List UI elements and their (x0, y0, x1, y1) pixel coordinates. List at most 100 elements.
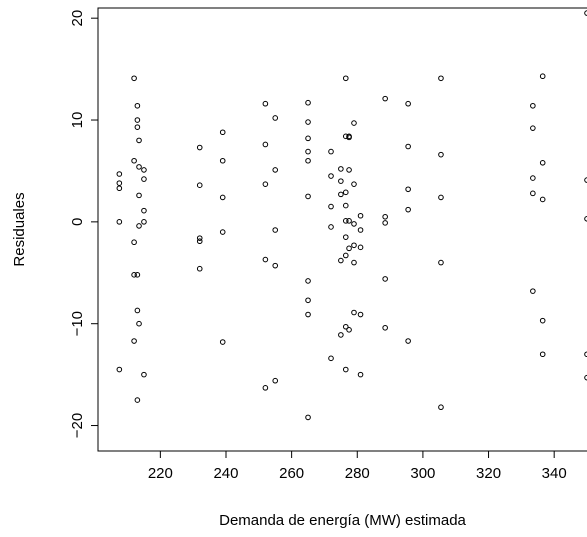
y-tick-label: −20 (69, 413, 86, 438)
data-point (342, 202, 349, 209)
data-point (346, 167, 352, 173)
data-point (342, 133, 349, 140)
data-point (305, 311, 311, 318)
data-point (272, 167, 279, 173)
y-tick-label: 10 (69, 112, 86, 129)
data-point (196, 238, 203, 245)
data-point (346, 327, 352, 333)
data-point (305, 157, 311, 164)
data-point (438, 75, 444, 82)
data-point (141, 371, 147, 378)
data-point (438, 404, 444, 411)
data-point (338, 191, 344, 198)
data-point (328, 355, 334, 362)
data-point (305, 193, 311, 200)
data-point (134, 307, 141, 314)
data-point (342, 75, 349, 82)
data-point (584, 351, 587, 358)
data-point (141, 167, 147, 173)
x-tick-label: 240 (213, 465, 238, 482)
data-point (342, 189, 349, 196)
data-point (328, 148, 334, 155)
data-point (305, 148, 311, 155)
data-point (438, 151, 444, 158)
data-point (262, 256, 269, 263)
data-point (134, 124, 141, 130)
data-point (584, 10, 587, 16)
data-point (328, 203, 334, 210)
data-point (357, 244, 364, 251)
data-point (382, 276, 388, 282)
data-point (346, 134, 352, 141)
data-point (219, 229, 226, 235)
data-point (136, 320, 142, 327)
data-point (262, 100, 269, 107)
data-point (530, 190, 536, 197)
x-tick-label: 320 (476, 465, 501, 482)
data-point (530, 125, 536, 131)
data-points (116, 10, 587, 421)
data-point (305, 297, 311, 304)
data-point (539, 317, 546, 324)
data-point (305, 278, 311, 284)
y-axis-label: Residuales (11, 192, 28, 266)
data-point (530, 102, 536, 109)
data-point (342, 323, 349, 330)
data-point (584, 216, 587, 222)
data-point (134, 102, 141, 109)
data-point (351, 259, 357, 266)
data-point (141, 219, 147, 225)
data-point (405, 206, 411, 213)
data-point (141, 176, 147, 182)
data-point (357, 227, 364, 233)
data-point (131, 239, 137, 246)
data-point (351, 120, 357, 126)
data-point (584, 177, 587, 183)
data-point (438, 259, 444, 266)
data-point (219, 339, 226, 345)
data-point (530, 175, 536, 181)
data-point (346, 218, 352, 224)
data-point (262, 385, 269, 391)
data-point (219, 129, 226, 136)
data-point (305, 119, 311, 125)
plot-area (97, 7, 587, 452)
data-point (116, 185, 123, 192)
data-point (262, 181, 269, 187)
x-tick-label: 340 (542, 465, 567, 482)
data-point (305, 135, 311, 142)
x-tick-label: 220 (148, 465, 173, 482)
data-point (342, 234, 349, 240)
data-point (116, 180, 123, 186)
data-point (328, 224, 334, 230)
data-point (134, 117, 141, 123)
data-point (272, 227, 279, 233)
data-point (305, 99, 311, 106)
data-point (131, 75, 137, 82)
data-point (196, 235, 203, 241)
data-point (382, 324, 388, 331)
data-point (382, 95, 388, 102)
data-point (116, 219, 123, 225)
data-point (116, 366, 123, 373)
data-point (262, 141, 269, 148)
x-axis-label: Demanda de energía (MW) estimada (219, 512, 466, 529)
data-point (338, 178, 344, 184)
data-point (338, 332, 344, 338)
data-point (131, 338, 137, 344)
data-point (272, 377, 279, 384)
y-tick-label: 20 (69, 10, 86, 27)
data-point (342, 252, 349, 259)
data-point (116, 171, 123, 177)
data-point (196, 182, 203, 188)
x-tick-label: 280 (345, 465, 370, 482)
x-tick-label: 260 (279, 465, 304, 482)
data-point (539, 159, 546, 166)
data-point (346, 245, 352, 252)
plot-frame (97, 7, 587, 452)
data-point (405, 100, 411, 107)
data-point (539, 196, 546, 203)
data-point (305, 414, 311, 421)
data-point (357, 311, 364, 318)
data-point (405, 186, 411, 193)
